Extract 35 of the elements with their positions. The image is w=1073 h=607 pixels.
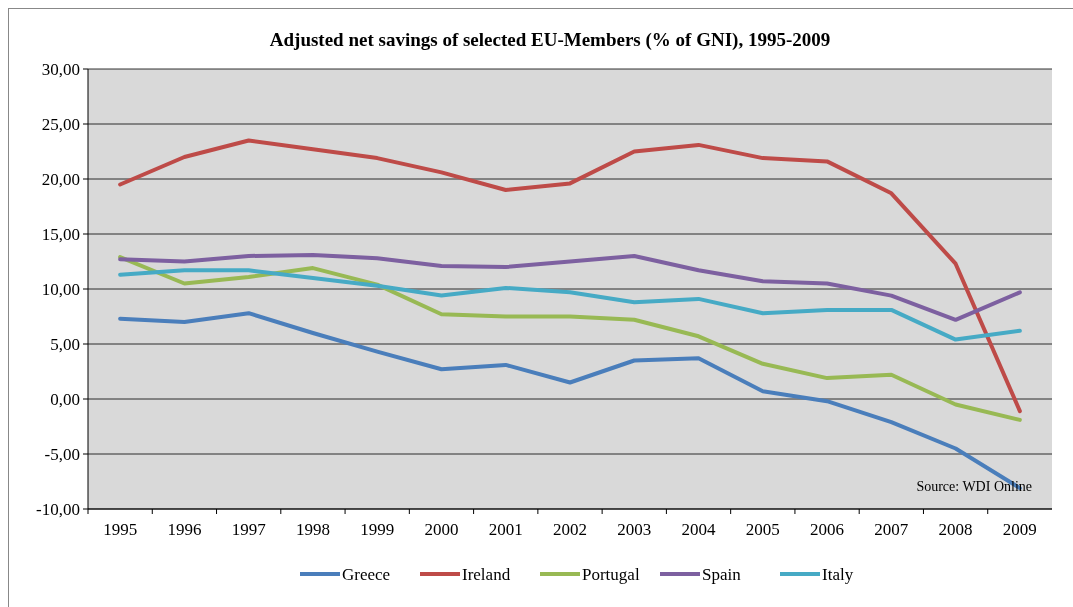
line-series	[118, 255, 1022, 422]
line-series	[118, 252, 1022, 322]
x-tick-label: 2001	[488, 520, 523, 539]
x-tick-label: 2004	[681, 520, 717, 539]
x-tick-label: 2007	[874, 520, 909, 539]
chart-title: Adjusted net savings of selected EU-Members (% of GNI), 1995-2009	[269, 29, 831, 51]
x-tick-label: 1996	[167, 520, 202, 539]
y-tick-label: -10,00	[36, 499, 80, 519]
y-tick-label: 5,00	[50, 334, 80, 354]
line-series	[118, 138, 1022, 414]
x-tick-label: 1999	[360, 520, 395, 539]
x-tick-label: 2000	[424, 520, 459, 539]
y-tick-label: 10,00	[41, 279, 80, 299]
y-tick-label: -5,00	[44, 444, 80, 464]
annotation: Source: WDI Online	[916, 479, 1032, 494]
x-tick-label: 2008	[938, 520, 973, 539]
x-tick-label: 2003	[617, 520, 652, 539]
y-tick-label: 0,00	[50, 389, 80, 409]
line-series	[118, 268, 1022, 342]
legend-label: Portugal	[582, 564, 640, 584]
legend-label: Ireland	[462, 564, 511, 584]
x-tick-label: 2006	[810, 520, 845, 539]
x-tick-label: 2002	[553, 520, 587, 539]
legend-label: Greece	[342, 564, 391, 584]
x-tick-label: 1997	[231, 520, 267, 539]
x-tick-label: 1998	[295, 520, 330, 539]
x-tick-label: 2005	[745, 520, 780, 539]
legend-label: Spain	[702, 564, 742, 584]
legend-label: Italy	[822, 564, 854, 584]
x-tick-label: 2009	[1002, 520, 1037, 539]
y-tick-label: 30,00	[41, 59, 80, 79]
y-tick-label: 15,00	[41, 224, 80, 244]
y-tick-label: 20,00	[41, 169, 80, 189]
x-tick-label: 1995	[103, 520, 138, 539]
y-tick-label: 25,00	[41, 114, 80, 134]
